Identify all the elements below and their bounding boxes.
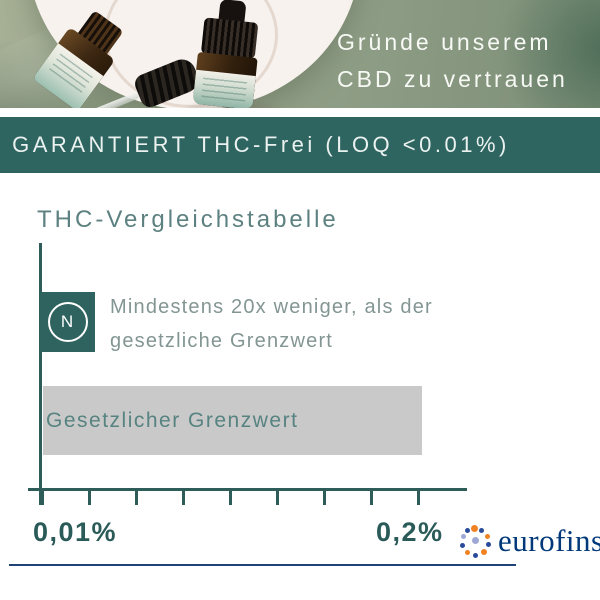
x-axis-tick bbox=[88, 488, 91, 505]
glass-pipette bbox=[87, 91, 140, 108]
logo-dot bbox=[465, 527, 470, 533]
x-axis-tick bbox=[229, 488, 232, 505]
y-axis-line bbox=[39, 243, 42, 505]
x-axis-tick bbox=[182, 488, 185, 505]
banner-headline-line-2: CBD zu vertrauen bbox=[337, 66, 568, 92]
logo-dot bbox=[485, 533, 490, 539]
logo-dot bbox=[465, 549, 470, 555]
banner-headline-line-1: Gründe unserem bbox=[337, 29, 552, 55]
logo-dot bbox=[473, 552, 478, 558]
n-badge-icon: N bbox=[47, 302, 88, 342]
cbd-bottle-right bbox=[191, 0, 266, 108]
logo-dot bbox=[481, 548, 487, 555]
product-bar-annotation: Mindestens 20x weniger, als der gesetzli… bbox=[110, 290, 440, 358]
x-axis-tick bbox=[41, 488, 44, 505]
x-axis-tick bbox=[323, 488, 326, 505]
guarantee-band: GARANTIERT THC-Frei (LOQ <0.01%) bbox=[0, 117, 600, 173]
chart-title: THC-Vergleichstabelle bbox=[37, 206, 339, 233]
eurofins-wordmark: eurofins bbox=[498, 523, 600, 558]
logo-dot bbox=[471, 524, 478, 532]
x-axis-tick bbox=[417, 488, 420, 505]
product-thc-bar: N bbox=[40, 292, 95, 352]
annotation-line-2: gesetzliche Grenzwert bbox=[110, 330, 334, 352]
x-axis-tick bbox=[370, 488, 373, 505]
eurofins-logo: eurofins bbox=[459, 523, 600, 559]
logo-dot bbox=[460, 542, 465, 548]
n-badge-letter: N bbox=[60, 312, 75, 331]
x-axis-line bbox=[28, 488, 467, 491]
logo-dot bbox=[461, 533, 466, 539]
eurofins-dots-icon bbox=[459, 524, 492, 558]
cbd-bottles-photo: Gründe unserem CBD zu vertrauen bbox=[0, 0, 600, 108]
label-text-lines bbox=[201, 77, 248, 105]
legal-limit-bar: Gesetzlicher Grenzwert bbox=[43, 386, 422, 455]
logo-dot bbox=[486, 541, 491, 547]
banner-headline: Gründe unserem CBD zu vertrauen bbox=[337, 24, 568, 98]
x-axis-label-min: 0,01% bbox=[33, 517, 118, 547]
legal-limit-label: Gesetzlicher Grenzwert bbox=[46, 408, 299, 432]
x-axis-label-max: 0,2% bbox=[376, 517, 444, 547]
logo-dot bbox=[472, 536, 479, 544]
footer-divider bbox=[9, 564, 516, 566]
x-axis-tick bbox=[276, 488, 279, 505]
x-axis-ticks bbox=[41, 488, 461, 506]
logo-dot bbox=[479, 527, 484, 533]
label-text-lines bbox=[47, 53, 93, 95]
x-axis-tick bbox=[135, 488, 138, 505]
guarantee-band-text: GARANTIERT THC-Frei (LOQ <0.01%) bbox=[12, 132, 510, 157]
bottle-body bbox=[192, 51, 258, 108]
bottle-label bbox=[192, 69, 256, 108]
annotation-line-1: Mindestens 20x weniger, als der bbox=[110, 296, 433, 318]
